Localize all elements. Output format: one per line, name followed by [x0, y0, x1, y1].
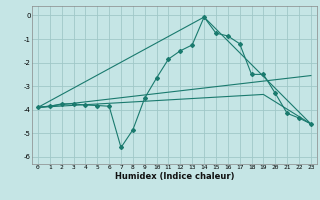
X-axis label: Humidex (Indice chaleur): Humidex (Indice chaleur): [115, 172, 234, 181]
